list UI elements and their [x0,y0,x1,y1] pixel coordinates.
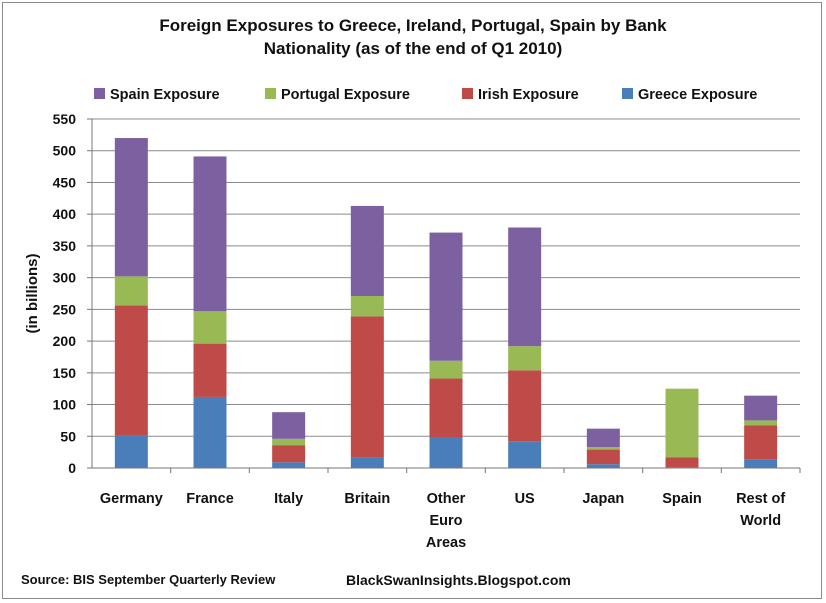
y-tick-label: 500 [53,143,77,159]
chart-title: Foreign Exposures to Greece, Ireland, Po… [0,14,826,60]
y-tick-label: 350 [53,238,77,254]
x-category-label: Areas [426,535,466,551]
y-tick-label: 100 [53,397,77,413]
bar-greece-exposure [586,464,620,468]
y-tick-label: 200 [53,333,77,349]
x-category-label: Rest of [736,491,785,507]
legend-label: Spain Exposure [110,87,220,103]
x-category-label: Spain [662,491,701,507]
y-axis-label: (in billions) [24,254,41,334]
y-tick-label: 150 [53,365,77,381]
bar-spain-exposure [586,428,620,448]
bar-spain-exposure [508,227,542,347]
bar-irish-exposure [744,425,778,460]
y-tick-label: 550 [53,111,77,127]
bar-irish-exposure [586,449,620,465]
x-category-label: Japan [582,491,624,507]
bar-greece-exposure [744,459,778,468]
chart-title-line-1: Foreign Exposures to Greece, Ireland, Po… [159,16,667,35]
x-category-label: Italy [274,491,303,507]
y-tick-label: 250 [53,301,77,317]
bar-spain-exposure [114,138,148,277]
bar-spain-exposure [429,232,463,361]
legend-label: Irish Exposure [478,87,579,103]
x-category-label: Other [427,491,466,507]
bar-portugal-exposure [508,346,542,371]
bar-greece-exposure [193,396,227,468]
bar-greece-exposure [114,435,148,468]
bar-irish-exposure [272,445,306,463]
y-tick-label: 50 [60,428,76,444]
bar-portugal-exposure [744,420,778,426]
legend-swatch [462,88,473,99]
bar-spain-exposure [744,395,778,421]
x-category-label: Euro [429,513,462,529]
y-tick-label: 0 [68,460,76,476]
bar-irish-exposure [193,343,227,397]
bar-greece-exposure [350,457,384,468]
x-category-label: France [186,491,234,507]
bar-portugal-exposure [114,276,148,306]
bar-irish-exposure [665,457,699,468]
y-tick-label: 300 [53,270,77,286]
bar-greece-exposure [665,467,699,468]
source-note: Source: BIS September Quarterly Review [21,572,276,587]
bar-portugal-exposure [586,447,620,450]
x-category-label: US [515,491,535,507]
bar-irish-exposure [429,378,463,438]
y-tick-label: 450 [53,174,77,190]
site-credit: BlackSwanInsights.Blogspot.com [346,572,571,588]
bar-irish-exposure [508,370,542,442]
x-category-label: Britain [344,491,390,507]
y-tick-label: 400 [53,206,77,222]
x-category-label: Germany [100,491,163,507]
bar-portugal-exposure [272,438,306,446]
legend-label: Greece Exposure [638,87,757,103]
bar-spain-exposure [350,205,384,297]
legend-swatch [94,88,105,99]
bar-portugal-exposure [665,388,699,458]
bar-greece-exposure [508,441,542,468]
legend-swatch [265,88,276,99]
x-category-label: World [740,513,781,529]
bar-portugal-exposure [193,311,227,344]
bar-irish-exposure [114,305,148,436]
legend-label: Portugal Exposure [281,87,410,103]
legend-swatch [622,88,633,99]
bar-portugal-exposure [429,360,463,379]
bar-spain-exposure [193,156,227,312]
chart-title-line-2: Nationality (as of the end of Q1 2010) [263,39,563,58]
bar-greece-exposure [272,462,306,468]
bar-spain-exposure [272,412,306,439]
bar-greece-exposure [429,437,463,468]
bar-portugal-exposure [350,296,384,317]
bar-irish-exposure [350,316,384,458]
